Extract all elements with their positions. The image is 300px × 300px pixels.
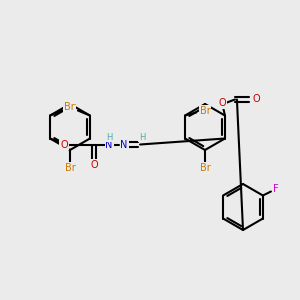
Text: H: H bbox=[139, 133, 145, 142]
Text: N: N bbox=[105, 140, 113, 149]
Text: O: O bbox=[218, 98, 226, 109]
Text: H: H bbox=[106, 133, 112, 142]
Text: O: O bbox=[252, 94, 260, 104]
Text: Br: Br bbox=[200, 106, 211, 116]
Text: Br: Br bbox=[64, 103, 74, 112]
Text: O: O bbox=[60, 140, 68, 149]
Text: Br: Br bbox=[64, 163, 75, 173]
Text: N: N bbox=[120, 140, 128, 149]
Text: Br: Br bbox=[65, 103, 76, 112]
Text: Br: Br bbox=[200, 163, 210, 173]
Text: O: O bbox=[90, 160, 98, 170]
Text: F: F bbox=[273, 184, 279, 194]
